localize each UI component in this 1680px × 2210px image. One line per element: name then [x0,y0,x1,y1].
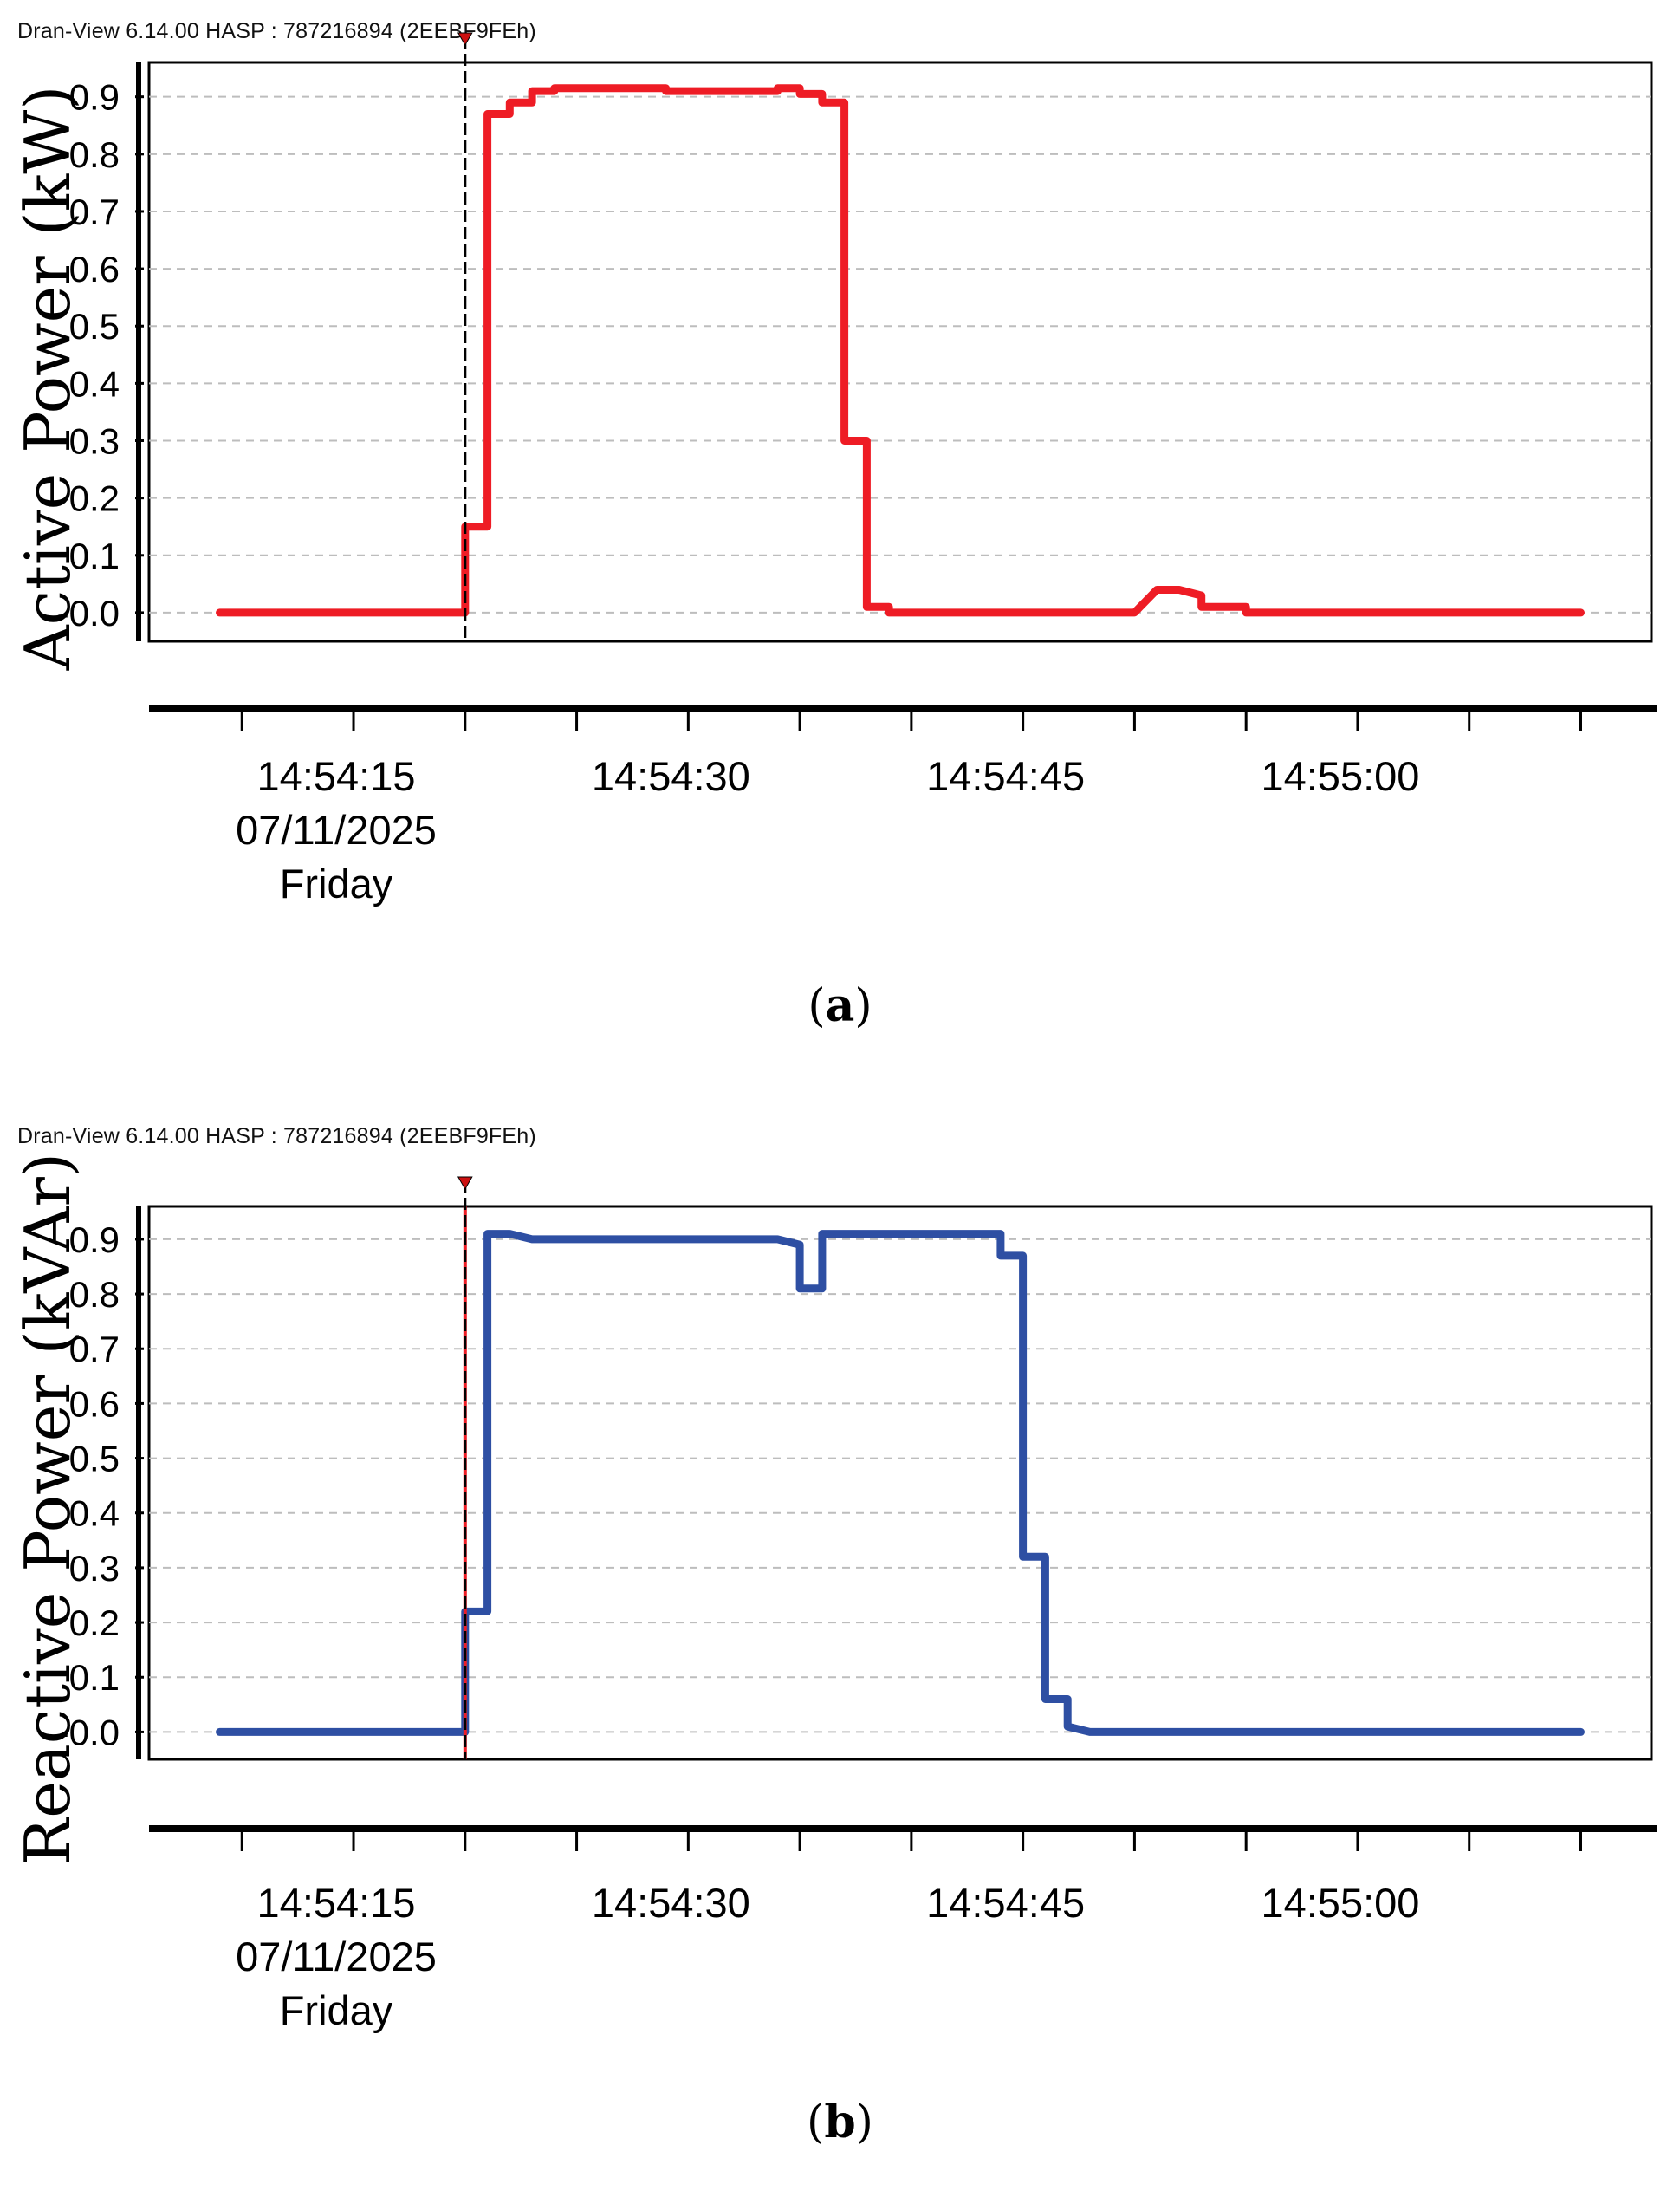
y-tick-label: 0.2 [69,1602,120,1643]
plot-area [147,1205,1653,1761]
y-axis-label: Active Power (kW) [11,86,84,672]
chart-panel-a: Dran-View 6.14.00 HASP : 787216894 (2EEB… [11,19,1657,1032]
y-tick-label: 0.5 [69,306,120,347]
x-tick-label: Friday [280,1987,393,2033]
y-tick-label: 0.3 [69,421,120,462]
y-tick-label: -0.0 [57,593,120,634]
caption-b: (b) [807,2096,873,2148]
y-tick-label: 0.6 [69,1383,120,1424]
y-tick-label: 0.8 [69,1274,120,1315]
x-tick-label: 14:55:00 [1261,1880,1419,1926]
app-title: Dran-View 6.14.00 HASP : 787216894 (2EEB… [17,1124,536,1148]
y-tick-label: 0.6 [69,249,120,289]
x-tick-label: 14:54:15 [257,753,416,799]
y-tick-label: 0.9 [69,77,120,118]
x-tick-label: 14:54:30 [592,1880,750,1926]
plot-area [147,61,1653,643]
caption-a: (a) [808,979,872,1032]
chart-panel-b: Dran-View 6.14.00 HASP : 787216894 (2EEB… [0,1105,1680,2210]
x-tick-label: 14:54:30 [592,753,750,799]
y-tick-label: 0.8 [69,134,120,175]
cursor-marker-icon [457,1176,473,1191]
caption-letter: a [825,979,855,1032]
y-tick-label: 0.2 [69,478,120,519]
y-tick-label: 0.7 [69,1329,120,1369]
y-tick-label: 0.4 [69,1493,120,1534]
app-title: Dran-View 6.14.00 HASP : 787216894 (2EEB… [17,19,536,43]
y-tick-label: 0.1 [69,536,120,576]
data-series-line [216,84,1585,617]
y-tick-label: 0.5 [69,1439,120,1479]
y-tick-label: 0.3 [69,1548,120,1589]
y-axis-label: Reactive Power (kVAr) [11,1153,84,1865]
reactive-power-chart: -0.0 0.1 0.2 0.3 0.4 0.5 0.6 0.7 0.8 0.9Reactive … [11,1153,1657,2033]
y-tick-label: -0.0 [57,1712,120,1752]
x-tick-label: 14:54:45 [926,753,1085,799]
x-tick-label: Friday [280,861,393,907]
x-tick-label: 14:54:45 [926,1880,1085,1926]
x-tick-label: 07/11/2025 [236,807,437,853]
caption-letter: b [824,2096,856,2148]
x-tick-label: 07/11/2025 [236,1934,437,1979]
y-tick-label: 0.9 [69,1219,120,1260]
cursor-marker-icon [457,32,473,47]
y-tick-label: 0.1 [69,1657,120,1698]
data-series-line [216,1230,1585,1736]
y-tick-label: 0.7 [69,192,120,232]
x-tick-label: 14:55:00 [1261,753,1419,799]
x-tick-label: 14:54:15 [257,1880,416,1926]
y-tick-label: 0.4 [69,363,120,404]
